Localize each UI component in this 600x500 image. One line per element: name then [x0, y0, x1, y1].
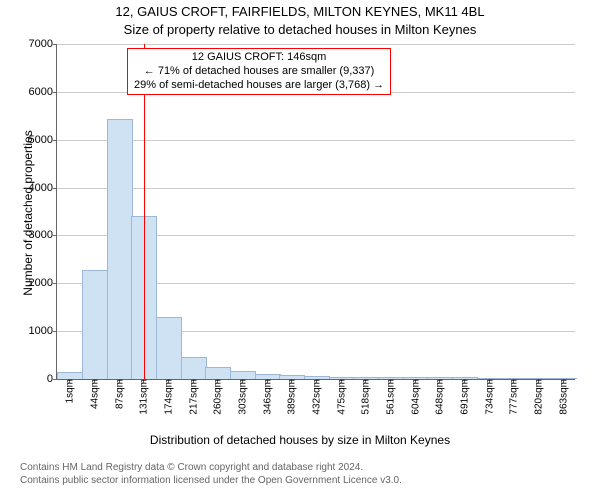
x-tick-label: 604sqm: [408, 379, 421, 415]
chart-container: 12, GAIUS CROFT, FAIRFIELDS, MILTON KEYN…: [0, 0, 600, 500]
histogram-bar: [82, 270, 108, 379]
gridline: [57, 44, 575, 45]
annotation-line: 29% of semi-detached houses are larger (…: [134, 79, 384, 93]
x-tick-label: 260sqm: [211, 379, 224, 415]
x-tick-label: 217sqm: [186, 379, 199, 415]
footer: Contains HM Land Registry data © Crown c…: [20, 462, 402, 487]
annotation-line: ← 71% of detached houses are smaller (9,…: [134, 65, 384, 79]
y-axis-label: Number of detached properties: [21, 113, 35, 313]
y-tick-label: 1000: [23, 325, 57, 337]
y-tick-label: 0: [23, 373, 57, 385]
footer-line2: Contains public sector information licen…: [20, 475, 402, 488]
x-tick-label: 174sqm: [162, 379, 175, 415]
page-title: 12, GAIUS CROFT, FAIRFIELDS, MILTON KEYN…: [0, 4, 600, 19]
plot-area: 010002000300040005000600070001sqm44sqm87…: [56, 44, 575, 380]
x-tick-label: 518sqm: [359, 379, 372, 415]
x-tick-label: 561sqm: [384, 379, 397, 415]
x-tick-label: 475sqm: [334, 379, 347, 415]
histogram-bar: [181, 357, 207, 379]
gridline: [57, 140, 575, 141]
x-tick-label: 432sqm: [310, 379, 323, 415]
x-tick-label: 734sqm: [482, 379, 495, 415]
histogram-bar: [156, 317, 182, 379]
x-tick-label: 863sqm: [556, 379, 569, 415]
x-tick-label: 131sqm: [137, 379, 150, 415]
x-tick-label: 346sqm: [260, 379, 273, 415]
x-tick-label: 389sqm: [285, 379, 298, 415]
x-tick-label: 44sqm: [88, 379, 101, 409]
histogram-bar: [57, 372, 83, 379]
x-tick-label: 648sqm: [433, 379, 446, 415]
histogram-bar: [205, 367, 231, 379]
x-tick-label: 777sqm: [507, 379, 520, 415]
annotation-line: 12 GAIUS CROFT: 146sqm: [134, 51, 384, 65]
x-tick-label: 87sqm: [112, 379, 125, 409]
y-tick-label: 6000: [23, 86, 57, 98]
histogram-bar: [230, 371, 256, 379]
histogram-bar: [107, 119, 133, 379]
x-tick-label: 1sqm: [63, 379, 76, 403]
x-axis-label: Distribution of detached houses by size …: [0, 433, 600, 447]
x-tick-label: 303sqm: [236, 379, 249, 415]
x-tick-label: 691sqm: [458, 379, 471, 415]
gridline: [57, 188, 575, 189]
annotation-box: 12 GAIUS CROFT: 146sqm← 71% of detached …: [127, 48, 391, 95]
x-tick-label: 820sqm: [532, 379, 545, 415]
chart-subtitle: Size of property relative to detached ho…: [0, 22, 600, 37]
footer-line1: Contains HM Land Registry data © Crown c…: [20, 462, 402, 475]
y-tick-label: 7000: [23, 38, 57, 50]
